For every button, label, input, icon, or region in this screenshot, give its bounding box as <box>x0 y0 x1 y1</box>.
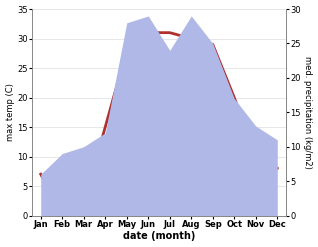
Y-axis label: med. precipitation (kg/m2): med. precipitation (kg/m2) <box>303 56 313 169</box>
Y-axis label: max temp (C): max temp (C) <box>5 83 15 141</box>
X-axis label: date (month): date (month) <box>123 231 195 242</box>
